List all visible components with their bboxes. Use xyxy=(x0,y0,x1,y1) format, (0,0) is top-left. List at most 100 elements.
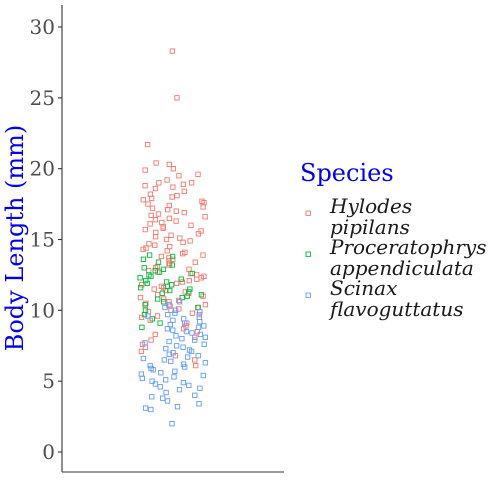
data-point xyxy=(187,270,194,277)
data-point xyxy=(148,273,154,279)
data-point xyxy=(145,201,151,207)
data-point xyxy=(138,282,145,288)
data-point xyxy=(155,259,162,265)
data-point xyxy=(142,302,148,308)
legend-key xyxy=(305,251,311,257)
data-point xyxy=(192,337,198,343)
data-point xyxy=(188,222,194,228)
data-point xyxy=(161,299,167,305)
data-point xyxy=(158,370,164,376)
data-point xyxy=(166,299,172,305)
data-point xyxy=(146,268,152,274)
data-point xyxy=(173,218,179,224)
data-point xyxy=(173,208,179,214)
data-point xyxy=(170,166,177,172)
data-point xyxy=(165,207,171,213)
data-point xyxy=(147,191,154,197)
data-point xyxy=(200,252,206,258)
data-point xyxy=(152,217,159,223)
data-point xyxy=(169,194,175,200)
data-point xyxy=(147,221,153,227)
data-point xyxy=(142,307,149,313)
data-point xyxy=(152,242,158,248)
data-point xyxy=(166,338,172,345)
data-point xyxy=(157,320,163,326)
data-point xyxy=(161,357,168,363)
data-point xyxy=(162,304,168,311)
data-point xyxy=(178,276,184,282)
y-tick-label: 15 xyxy=(30,228,55,252)
data-point xyxy=(202,334,208,340)
data-point xyxy=(142,183,148,189)
data-point xyxy=(168,358,174,364)
data-point xyxy=(143,300,149,306)
data-point xyxy=(149,394,155,400)
data-point xyxy=(153,160,159,166)
data-point xyxy=(166,161,172,168)
data-point xyxy=(188,180,195,186)
data-point xyxy=(160,224,166,230)
data-point xyxy=(180,361,187,367)
data-point xyxy=(166,302,172,308)
data-point xyxy=(149,205,156,211)
data-point xyxy=(200,204,206,210)
data-point xyxy=(180,181,187,187)
data-point xyxy=(173,280,180,287)
data-point xyxy=(142,226,148,233)
data-point xyxy=(160,225,166,231)
data-point xyxy=(140,197,146,203)
data-point xyxy=(176,306,182,312)
data-point xyxy=(144,141,151,148)
y-tick-label: 25 xyxy=(30,86,55,110)
data-point xyxy=(197,385,203,391)
data-point xyxy=(137,294,144,301)
data-point xyxy=(186,382,192,389)
data-point xyxy=(179,336,185,342)
legend-title: Species xyxy=(300,159,394,187)
legend-label: Hylodes xyxy=(329,194,412,218)
data-point xyxy=(198,292,205,298)
data-point xyxy=(163,279,170,285)
data-point xyxy=(189,330,195,336)
y-axis-ticks: 0 5 10 15 20 25 30 xyxy=(30,15,62,464)
data-point xyxy=(173,333,179,339)
data-point xyxy=(143,277,149,284)
data-point xyxy=(167,287,173,294)
data-point xyxy=(152,331,158,338)
legend-label: Proceratophrys xyxy=(329,235,486,259)
data-point xyxy=(138,348,145,355)
data-point xyxy=(194,272,200,278)
data-point xyxy=(147,362,153,369)
data-point xyxy=(194,328,201,335)
data-point xyxy=(170,317,176,323)
data-point xyxy=(148,337,154,343)
data-point xyxy=(164,398,171,404)
data-point xyxy=(195,231,202,237)
data-point xyxy=(171,374,177,380)
y-tick-label: 0 xyxy=(42,440,55,464)
data-point xyxy=(192,392,198,398)
data-point xyxy=(201,341,207,347)
data-point xyxy=(170,256,176,262)
data-point xyxy=(154,292,161,298)
data-point xyxy=(180,239,186,245)
legend-label: pipilans xyxy=(330,215,410,239)
data-point xyxy=(202,214,208,220)
data-point xyxy=(163,377,169,383)
data-point xyxy=(148,212,154,219)
data-point xyxy=(148,195,155,202)
data-point xyxy=(169,262,175,268)
data-point xyxy=(172,310,178,316)
data-point xyxy=(142,405,149,411)
data-point xyxy=(172,307,179,313)
data-point xyxy=(159,219,165,226)
data-point xyxy=(169,48,176,54)
data-point xyxy=(180,379,187,386)
data-point xyxy=(174,404,181,410)
data-point xyxy=(184,354,191,360)
data-point xyxy=(176,173,182,179)
data-point xyxy=(166,262,172,268)
data-point xyxy=(169,421,175,427)
data-point xyxy=(149,378,155,384)
